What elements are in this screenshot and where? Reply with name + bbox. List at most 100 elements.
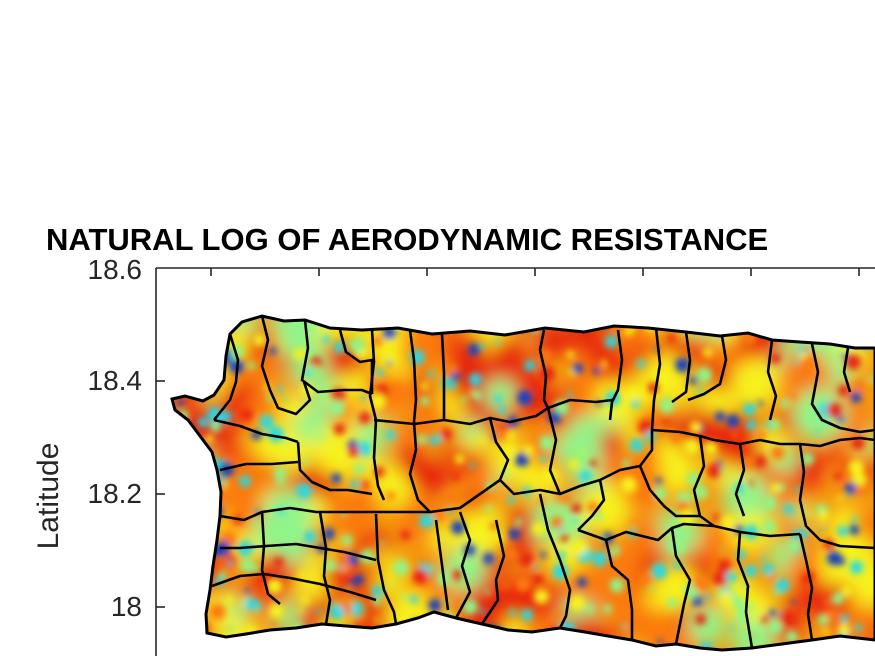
heatmap-spot bbox=[386, 491, 396, 500]
y-tick-label-18-6: 18.6 bbox=[87, 254, 143, 285]
heatmap-spot bbox=[712, 513, 721, 522]
heatmap-spot bbox=[277, 386, 284, 393]
heatmap-spot bbox=[589, 459, 597, 467]
heatmap-spot bbox=[825, 608, 838, 622]
heatmap-blob bbox=[178, 563, 204, 589]
heatmap-spot bbox=[725, 571, 737, 583]
heatmap-blob bbox=[262, 489, 314, 541]
heatmap-spot bbox=[227, 561, 233, 566]
heatmap-spot bbox=[659, 397, 675, 414]
heatmap-spot bbox=[181, 597, 187, 602]
heatmap-spot bbox=[769, 609, 777, 617]
heatmap-spot bbox=[330, 605, 345, 620]
heatmap-spot bbox=[593, 367, 601, 375]
heatmap-spot bbox=[220, 410, 232, 423]
heatmap-spot bbox=[744, 524, 759, 540]
heatmap-spot bbox=[837, 525, 848, 537]
heatmap-spot bbox=[273, 557, 284, 568]
heatmap-spot bbox=[251, 640, 256, 646]
heatmap-spot bbox=[483, 552, 495, 565]
heatmap-spot bbox=[822, 628, 829, 635]
heatmap-spot bbox=[823, 599, 832, 607]
heatmap-spot bbox=[667, 334, 676, 343]
heatmap-spot bbox=[603, 604, 612, 614]
heatmap-spot bbox=[768, 619, 783, 634]
heatmap-spot bbox=[638, 419, 654, 435]
heatmap-spot bbox=[704, 441, 718, 455]
heatmap-spot bbox=[207, 407, 223, 423]
heatmap-blob bbox=[390, 316, 430, 333]
heatmap-spot bbox=[838, 327, 854, 343]
heatmap-spot bbox=[572, 518, 578, 524]
heatmap-spot bbox=[532, 574, 543, 585]
heatmap-spot bbox=[600, 364, 609, 374]
heatmap-spot bbox=[468, 390, 475, 396]
heatmap-spot bbox=[304, 369, 312, 376]
heatmap-spot bbox=[807, 520, 812, 525]
heatmap-spot bbox=[502, 630, 512, 641]
heatmap-spot bbox=[225, 425, 231, 431]
heatmap-spot bbox=[172, 450, 178, 467]
heatmap-spot bbox=[679, 509, 695, 526]
heatmap-spot bbox=[515, 576, 531, 592]
heatmap-blob bbox=[553, 433, 584, 463]
heatmap-spot bbox=[627, 387, 640, 400]
heatmap-spot bbox=[760, 556, 766, 562]
axes bbox=[155, 267, 875, 656]
heatmap-spot bbox=[266, 578, 283, 595]
heatmap-spot bbox=[854, 484, 865, 494]
heatmap-spot bbox=[528, 322, 533, 327]
heatmap-spot bbox=[333, 423, 346, 435]
heatmap-spot bbox=[826, 551, 842, 566]
heatmap-spot bbox=[416, 434, 427, 445]
heatmap-spot bbox=[430, 565, 436, 570]
heatmap-spot bbox=[836, 495, 842, 501]
heatmap-spot bbox=[283, 439, 289, 445]
heatmap-spot bbox=[439, 316, 453, 329]
heatmap-spot bbox=[494, 322, 502, 330]
heatmap-spot bbox=[296, 483, 312, 499]
heatmap-blob bbox=[803, 317, 842, 356]
heatmap-spot bbox=[379, 541, 385, 546]
heatmap-spot bbox=[172, 324, 174, 338]
heatmap-spot bbox=[440, 428, 453, 440]
heatmap-blob bbox=[597, 453, 628, 484]
heatmap-spot bbox=[524, 360, 536, 371]
heatmap-spot bbox=[428, 437, 437, 445]
heatmap-spot bbox=[383, 352, 397, 366]
heatmap-spot bbox=[762, 616, 771, 625]
heatmap-spot bbox=[851, 516, 858, 523]
heatmap-spot bbox=[393, 560, 409, 576]
heatmap-spot bbox=[442, 487, 459, 504]
heatmap-spot bbox=[629, 438, 644, 452]
heatmap-spot bbox=[180, 545, 196, 561]
heatmap-spot bbox=[308, 556, 313, 561]
heatmap-spot bbox=[826, 402, 842, 418]
heatmap-spot bbox=[329, 400, 345, 416]
heatmap-spot bbox=[675, 357, 690, 373]
heatmap-spot bbox=[240, 408, 253, 422]
heatmap-spot bbox=[806, 417, 813, 425]
heatmap-spot bbox=[770, 446, 785, 460]
heatmap-spot bbox=[298, 571, 305, 579]
heatmap-spot bbox=[514, 452, 529, 467]
heatmap-spot bbox=[375, 368, 384, 377]
heatmap-spot bbox=[743, 403, 756, 416]
heatmap-blob bbox=[491, 336, 527, 372]
heatmap-spot bbox=[682, 316, 691, 324]
y-axis-ticks bbox=[156, 380, 165, 608]
heatmap-spot bbox=[669, 538, 685, 555]
heatmap-spot bbox=[519, 552, 534, 567]
heatmap-spot bbox=[759, 325, 768, 334]
heatmap-spot bbox=[341, 633, 353, 644]
heatmap-blob bbox=[182, 566, 208, 591]
heatmap-field bbox=[172, 316, 875, 650]
heatmap-spot bbox=[762, 519, 777, 534]
heatmap-blob bbox=[172, 421, 186, 455]
heatmap-spot bbox=[794, 486, 801, 493]
heatmap-spot bbox=[569, 459, 580, 470]
heatmap-spot bbox=[348, 446, 360, 457]
heatmap-spot bbox=[225, 595, 234, 604]
heatmap-spot bbox=[539, 316, 544, 318]
heatmap-spot bbox=[253, 334, 266, 346]
